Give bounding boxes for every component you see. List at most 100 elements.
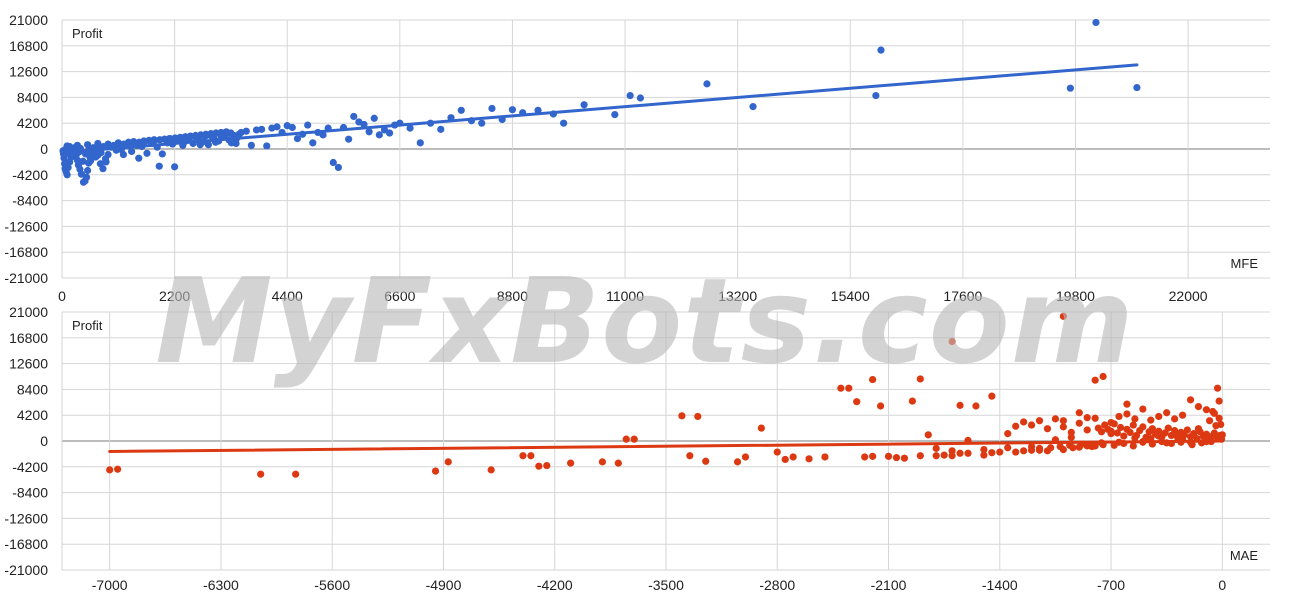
data-point: [1069, 444, 1077, 452]
data-point: [1059, 423, 1067, 431]
data-point: [1027, 442, 1036, 451]
data-point: [1183, 426, 1191, 434]
data-point: [1209, 407, 1217, 416]
data-point: [273, 123, 281, 131]
data-point: [861, 453, 869, 461]
data-point: [104, 150, 112, 159]
data-point: [1131, 415, 1139, 423]
x-tick-label: 15400: [831, 288, 870, 304]
data-point: [853, 398, 861, 406]
data-point: [702, 457, 710, 465]
x-tick-label: -3500: [648, 577, 684, 593]
data-point: [508, 106, 517, 114]
data-point: [1051, 415, 1060, 423]
data-point: [1155, 412, 1163, 421]
data-point: [1171, 426, 1179, 435]
data-point: [258, 125, 266, 133]
data-point: [1091, 414, 1099, 422]
data-point: [1099, 372, 1107, 381]
y-tick-label: 21000: [9, 12, 48, 28]
data-point: [1188, 441, 1196, 449]
data-point: [102, 158, 110, 166]
data-point: [334, 163, 343, 172]
data-point: [614, 459, 622, 467]
data-point: [82, 173, 91, 181]
data-point: [1083, 414, 1091, 422]
data-point: [686, 452, 694, 460]
data-point: [948, 447, 956, 455]
data-point: [83, 141, 92, 149]
data-point: [87, 157, 95, 165]
x-tick-label: -2800: [759, 577, 795, 593]
data-point: [877, 46, 885, 54]
y-tick-label: 16800: [9, 330, 48, 346]
data-point: [99, 165, 107, 173]
data-point: [948, 337, 956, 346]
data-point: [1047, 444, 1055, 452]
data-point: [1113, 429, 1122, 437]
data-point: [876, 402, 885, 410]
data-point: [375, 131, 383, 139]
data-point: [1004, 444, 1012, 452]
data-point: [263, 142, 271, 150]
data-point: [988, 392, 996, 400]
data-point: [733, 458, 742, 466]
data-point: [1139, 405, 1147, 413]
data-point: [1020, 447, 1028, 455]
data-point: [1148, 425, 1156, 433]
data-point: [360, 120, 368, 129]
data-point: [956, 401, 964, 409]
data-point: [996, 448, 1004, 456]
data-point: [534, 106, 542, 114]
data-point: [1129, 442, 1137, 450]
y-tick-label: 0: [40, 141, 48, 157]
x-axis-label: MFE: [1231, 256, 1259, 271]
data-point: [288, 123, 296, 132]
data-point: [1178, 411, 1187, 419]
data-point: [385, 129, 394, 137]
data-point: [1163, 409, 1171, 417]
data-point: [837, 384, 845, 392]
y-tick-label: -16800: [4, 536, 48, 552]
x-tick-label: 0: [1218, 577, 1226, 593]
data-point: [1020, 418, 1028, 426]
data-point: [872, 91, 880, 100]
y-tick-label: -8400: [12, 485, 48, 501]
data-point: [694, 412, 702, 421]
data-point: [988, 449, 996, 457]
x-tick-label: -700: [1097, 577, 1125, 593]
data-point: [1059, 312, 1067, 320]
data-point: [365, 128, 373, 136]
data-point: [1123, 410, 1131, 418]
data-point: [1147, 416, 1155, 424]
data-point: [1120, 432, 1128, 440]
x-tick-label: -6300: [203, 577, 239, 593]
y-tick-label: 8400: [17, 381, 48, 397]
y-tick-label: 21000: [9, 304, 48, 320]
data-point: [1012, 422, 1020, 430]
data-point: [560, 119, 568, 127]
x-tick-label: -4200: [537, 577, 573, 593]
data-point: [908, 397, 916, 405]
y-tick-label: -4200: [12, 167, 48, 183]
data-point: [1171, 415, 1179, 423]
data-point: [1091, 376, 1099, 384]
data-point: [1097, 428, 1106, 436]
data-point: [242, 127, 250, 135]
data-point: [1115, 412, 1123, 421]
data-point: [845, 384, 853, 392]
data-point: [789, 453, 797, 461]
data-point: [1202, 406, 1211, 414]
x-tick-label: 13200: [718, 288, 757, 304]
data-point: [128, 147, 136, 156]
data-point: [1206, 417, 1214, 425]
data-point: [1083, 426, 1091, 434]
data-point: [1155, 427, 1163, 435]
data-point: [916, 452, 924, 460]
data-point: [370, 114, 378, 122]
y-tick-label: -12600: [4, 218, 48, 234]
data-point: [227, 139, 236, 147]
data-point: [869, 452, 877, 460]
data-point: [416, 139, 424, 147]
data-point: [143, 149, 151, 157]
